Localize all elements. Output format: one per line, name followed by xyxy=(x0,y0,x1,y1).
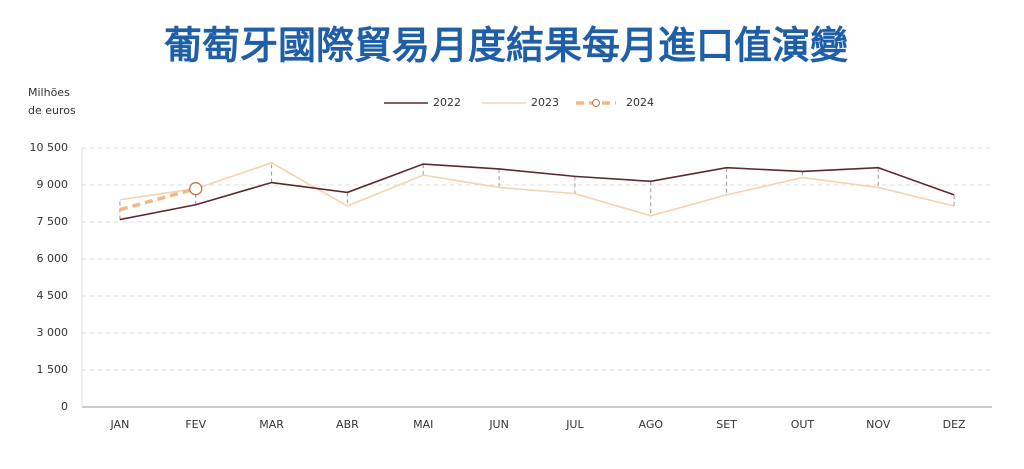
x-tick-label: JAN xyxy=(110,418,130,431)
series-line xyxy=(119,161,955,217)
x-tick-label: DEZ xyxy=(943,418,966,431)
y-axis-title: Milhões xyxy=(28,86,70,99)
chart-title: 葡萄牙國際貿易月度結果每月進口值演變 xyxy=(164,24,848,68)
x-tick-label: JUL xyxy=(565,418,584,431)
legend-marker xyxy=(592,99,600,107)
x-tick-label: ABR xyxy=(336,418,359,431)
y-axis-title: de euros xyxy=(28,104,76,117)
x-tick-label: SET xyxy=(716,418,737,431)
legend-label: 2023 xyxy=(531,96,559,109)
series-line xyxy=(119,163,955,221)
legend-label: 2022 xyxy=(433,96,461,109)
x-tick-label: MAI xyxy=(413,418,433,431)
legend-label: 2024 xyxy=(626,96,654,109)
x-tick-label: FEV xyxy=(185,418,206,431)
x-tick-label: NOV xyxy=(866,418,891,431)
y-tick-label: 7 500 xyxy=(37,215,69,228)
y-tick-label: 6 000 xyxy=(37,252,69,265)
y-tick-label: 3 000 xyxy=(37,326,69,339)
y-tick-label: 0 xyxy=(61,400,68,413)
x-tick-label: JUN xyxy=(488,418,509,431)
x-tick-label: MAR xyxy=(259,418,284,431)
x-tick-label: AGO xyxy=(638,418,663,431)
y-tick-label: 9 000 xyxy=(37,178,69,191)
y-tick-label: 4 500 xyxy=(37,289,69,302)
y-tick-label: 1 500 xyxy=(37,363,69,376)
x-tick-label: OUT xyxy=(791,418,815,431)
point-marker xyxy=(189,182,203,196)
y-tick-label: 10 500 xyxy=(30,141,69,154)
series-line xyxy=(119,187,197,212)
